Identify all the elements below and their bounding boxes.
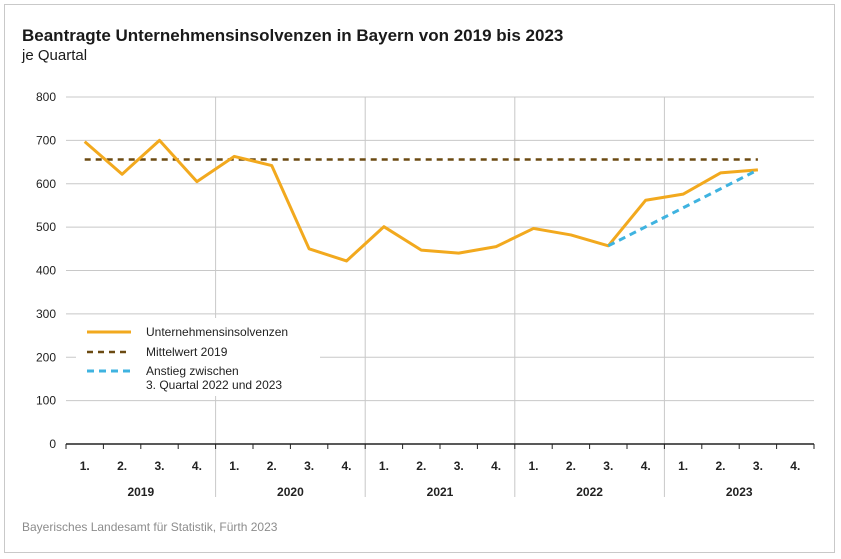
y-tick-label: 800 [36, 90, 56, 104]
legend-label: Unternehmensinsolvenzen [146, 325, 288, 339]
quarter-tick-label: 2. [566, 459, 576, 473]
quarter-tick-label: 2. [715, 459, 725, 473]
year-label: 2022 [576, 485, 603, 499]
series-line-rise [607, 168, 759, 248]
y-tick-label: 100 [36, 394, 56, 408]
quarter-tick-label: 2. [117, 459, 127, 473]
quarter-tick-label: 4. [341, 459, 351, 473]
quarter-tick-label: 1. [80, 459, 90, 473]
year-label: 2019 [127, 485, 154, 499]
legend-label: Anstieg zwischen [146, 364, 239, 378]
year-label: 2023 [726, 485, 753, 499]
quarter-tick-label: 4. [192, 459, 202, 473]
y-tick-label: 200 [36, 350, 56, 364]
year-label: 2021 [427, 485, 454, 499]
quarter-tick-label: 4. [641, 459, 651, 473]
chart-frame [4, 4, 835, 553]
quarter-tick-label: 4. [790, 459, 800, 473]
y-tick-label: 700 [36, 133, 56, 147]
chart-title: Beantragte Unternehmensinsolvenzen in Ba… [22, 26, 564, 45]
y-tick-label: 300 [36, 307, 56, 321]
legend-label: 3. Quartal 2022 und 2023 [146, 378, 282, 392]
quarter-tick-label: 1. [229, 459, 239, 473]
y-tick-label: 400 [36, 264, 56, 278]
quarter-tick-label: 3. [304, 459, 314, 473]
quarter-tick-label: 1. [379, 459, 389, 473]
quarter-tick-label: 2. [416, 459, 426, 473]
quarter-tick-label: 4. [491, 459, 501, 473]
legend-label: Mittelwert 2019 [146, 345, 228, 359]
y-tick-label: 600 [36, 177, 56, 191]
y-tick-label: 0 [49, 437, 56, 451]
quarter-tick-label: 1. [528, 459, 538, 473]
source-note: Bayerisches Landesamt für Statistik, Für… [22, 520, 278, 534]
year-label: 2020 [277, 485, 304, 499]
y-tick-label: 500 [36, 220, 56, 234]
chart-subtitle: je Quartal [22, 47, 88, 64]
quarter-tick-label: 1. [678, 459, 688, 473]
quarter-tick-label: 3. [753, 459, 763, 473]
quarter-tick-label: 3. [454, 459, 464, 473]
quarter-tick-label: 3. [603, 459, 613, 473]
quarter-tick-label: 2. [267, 459, 277, 473]
quarter-tick-label: 3. [154, 459, 164, 473]
